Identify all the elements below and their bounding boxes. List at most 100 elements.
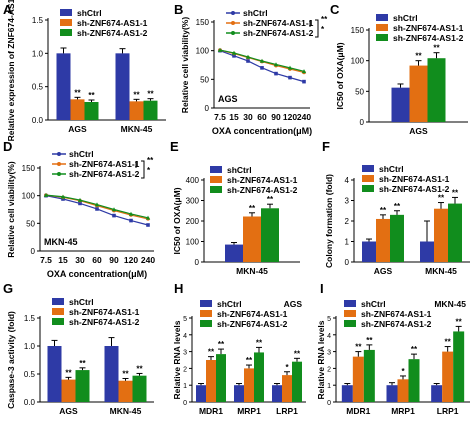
significance-label: ** [88, 91, 95, 100]
legend-marker [57, 172, 61, 176]
bar [104, 346, 119, 402]
legend-label: shCtrl [69, 149, 94, 159]
legend-swatch [362, 175, 374, 182]
y-tick-label: 0 [205, 104, 210, 113]
legend-swatch [376, 14, 388, 21]
bar [282, 375, 292, 402]
y-tick-label: 100 [186, 238, 200, 247]
significance-label: * [147, 166, 151, 175]
bar [391, 87, 410, 122]
bar [261, 208, 279, 262]
x-category-label: 15 [229, 112, 239, 122]
y-tick-label: 100 [196, 47, 210, 56]
x-category-label: 60 [257, 112, 267, 122]
legend-label: sh-ZNF674-AS1-2 [69, 169, 140, 179]
significance-label: ** [147, 90, 154, 99]
data-point [274, 71, 278, 76]
legend-label: sh-ZNF674-AS1-1 [77, 18, 148, 28]
significance-bracket [315, 19, 319, 38]
legend-label: sh-ZNF674-AS1-2 [69, 317, 140, 327]
bar [84, 102, 99, 120]
significance-label: ** [147, 156, 154, 165]
bar [363, 349, 375, 402]
x-category-label: MKN-45 [110, 406, 142, 416]
significance-label: ** [380, 206, 387, 215]
data-point [146, 223, 150, 227]
legend-label: shCtrl [227, 165, 252, 175]
panel-letter-e: E [170, 139, 179, 154]
legend-label: sh-ZNF674-AS1-1 [361, 309, 432, 319]
legend-label: sh-ZNF674-AS1-2 [393, 33, 464, 43]
bar [132, 375, 147, 402]
bar [292, 361, 302, 402]
data-point [129, 218, 133, 223]
data-point [260, 66, 264, 70]
legend-swatch [362, 185, 374, 192]
x-axis-label: OXA concentration(μM) [212, 126, 312, 136]
data-point [43, 192, 49, 197]
bar [420, 241, 434, 262]
legend-label: sh-ZNF674-AS1-2 [77, 28, 148, 38]
y-tick-label: 50 [200, 75, 209, 84]
y-tick-label: 3 [327, 350, 331, 357]
legend-swatch [344, 310, 356, 317]
legend-label: sh-ZNF674-AS1-2 [217, 319, 288, 329]
y-tick-label: 4 [183, 333, 187, 340]
legend-label: sh-ZNF674-AS1-1 [243, 18, 314, 28]
legend-label: shCtrl [393, 13, 418, 23]
data-point [60, 194, 66, 199]
chart-panel-a: 0.0 0.5 1.0 1.5 Relative expression of ZNF67… [6, 0, 166, 141]
x-category-label: AGS [409, 126, 428, 136]
panel-letter-i: I [320, 281, 324, 296]
data-point [259, 58, 265, 63]
y-tick-label: 0 [195, 258, 200, 267]
y-tick-label: 2 [183, 366, 187, 373]
significance-label: ** [79, 359, 86, 368]
legend-marker [231, 21, 235, 25]
y-tick-label: 3 [183, 350, 187, 357]
bar [397, 379, 409, 402]
bar [225, 244, 243, 262]
significance-label: ** [294, 349, 301, 358]
bar [448, 203, 462, 262]
x-category-label: MKN-45 [425, 266, 457, 276]
significance-label: ** [136, 364, 143, 373]
y-tick-label: 100 [351, 57, 365, 66]
y-tick-label: 0 [183, 400, 187, 407]
x-category-label: 60 [92, 255, 102, 265]
bar [431, 385, 443, 402]
x-category-label: MDR1 [199, 406, 223, 416]
significance-label: * [285, 363, 289, 372]
bar [427, 58, 446, 122]
legend-swatch [376, 24, 388, 31]
bar [362, 241, 376, 262]
x-category-label: 120 [283, 112, 297, 122]
legend-swatch [344, 300, 356, 307]
bar [244, 368, 254, 402]
x-category-label: AGS [59, 406, 78, 416]
bar [118, 380, 133, 402]
y-axis-label: IC50 of OXA(μM) [172, 187, 182, 254]
x-axis-label: OXA concentration(μM) [47, 269, 147, 279]
chart-subtitle: AGS [218, 94, 238, 104]
x-category-label: MRP1 [391, 406, 415, 416]
bar [376, 218, 390, 262]
legend-swatch [52, 318, 64, 325]
data-point [288, 75, 292, 80]
significance-label: ** [321, 15, 328, 24]
x-category-label: AGS [374, 266, 393, 276]
bar [206, 360, 216, 402]
significance-label: ** [267, 195, 274, 204]
y-axis-label: Relative cell viability(%) [180, 17, 190, 114]
significance-label: ** [218, 340, 225, 349]
x-category-label: 30 [243, 112, 253, 122]
legend-label: sh-ZNF674-AS1-1 [393, 23, 464, 33]
legend-label: shCtrl [217, 299, 242, 309]
panel-letter-b: B [174, 2, 183, 17]
x-category-label: 120 [124, 255, 138, 265]
data-point [95, 207, 99, 211]
bar [390, 214, 404, 262]
chart-subtitle: MKN-45 [44, 237, 78, 247]
y-tick-label: 0 [345, 258, 350, 267]
y-axis-label: Caspase-3 activity (fold) [6, 311, 16, 409]
